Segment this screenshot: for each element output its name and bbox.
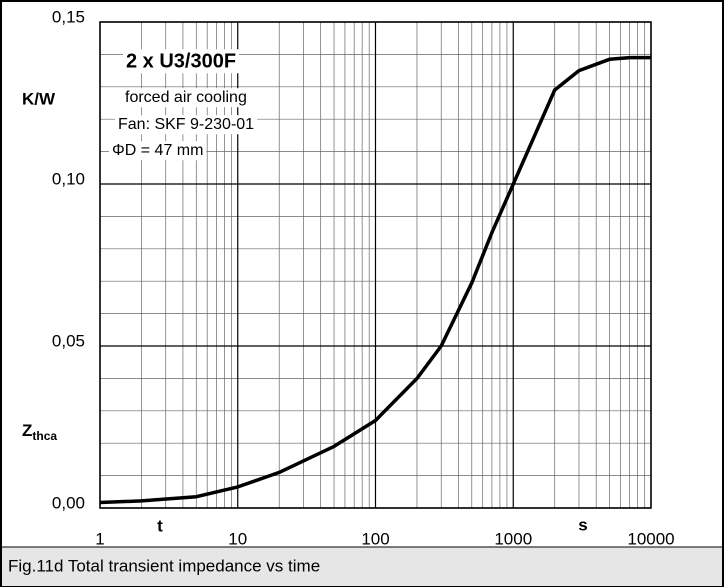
x-tick-label: 1 bbox=[95, 529, 104, 548]
y-tick-label: 0,10 bbox=[52, 169, 85, 188]
y-axis-label-sub: thca bbox=[32, 429, 57, 443]
annotation-bg bbox=[109, 141, 207, 161]
plot-border bbox=[99, 21, 652, 509]
x-unit-label: s bbox=[578, 515, 587, 534]
labels: 0,000,050,100,151 10 100 1000 10000K/WZthcat… bbox=[22, 7, 675, 548]
x-tick-label: 10 bbox=[228, 529, 247, 548]
y-unit-label: K/W bbox=[22, 89, 56, 108]
y-tick-label: 0,05 bbox=[52, 331, 85, 350]
y-tick-label: 0,00 bbox=[52, 493, 85, 512]
annotation: forced air cooling bbox=[125, 89, 247, 106]
caption: Fig.11d Total transient impedance vs tim… bbox=[8, 556, 320, 575]
caption-bar bbox=[2, 547, 722, 586]
annotation-bg bbox=[123, 49, 240, 74]
marks bbox=[99, 55, 651, 505]
x-tick-label: 10000 bbox=[627, 529, 674, 548]
annotation: Fan: SKF 9-230-01 bbox=[118, 116, 254, 133]
y-tick-label: 0,15 bbox=[52, 7, 85, 26]
x-tick-label: 100 bbox=[361, 529, 389, 548]
x-axis-label: t bbox=[157, 516, 163, 535]
annotation: ΦD = 47 mm bbox=[112, 142, 203, 159]
y-axis-label-main: Z bbox=[22, 421, 32, 440]
annotation-bg bbox=[115, 115, 258, 135]
x-tick-label: 1000 bbox=[494, 529, 532, 548]
annotation: 2 x U3/300F bbox=[126, 50, 236, 72]
y-axis-label: Zthca bbox=[22, 421, 57, 443]
line-series bbox=[99, 55, 651, 505]
annotation-bg bbox=[122, 88, 250, 108]
